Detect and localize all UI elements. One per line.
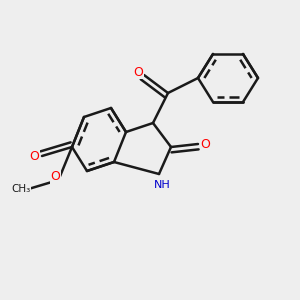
Text: O: O (51, 170, 60, 184)
Text: NH: NH (154, 179, 170, 190)
Text: O: O (133, 65, 143, 79)
Text: O: O (30, 149, 39, 163)
Text: CH₃: CH₃ (11, 184, 31, 194)
Text: O: O (201, 137, 210, 151)
